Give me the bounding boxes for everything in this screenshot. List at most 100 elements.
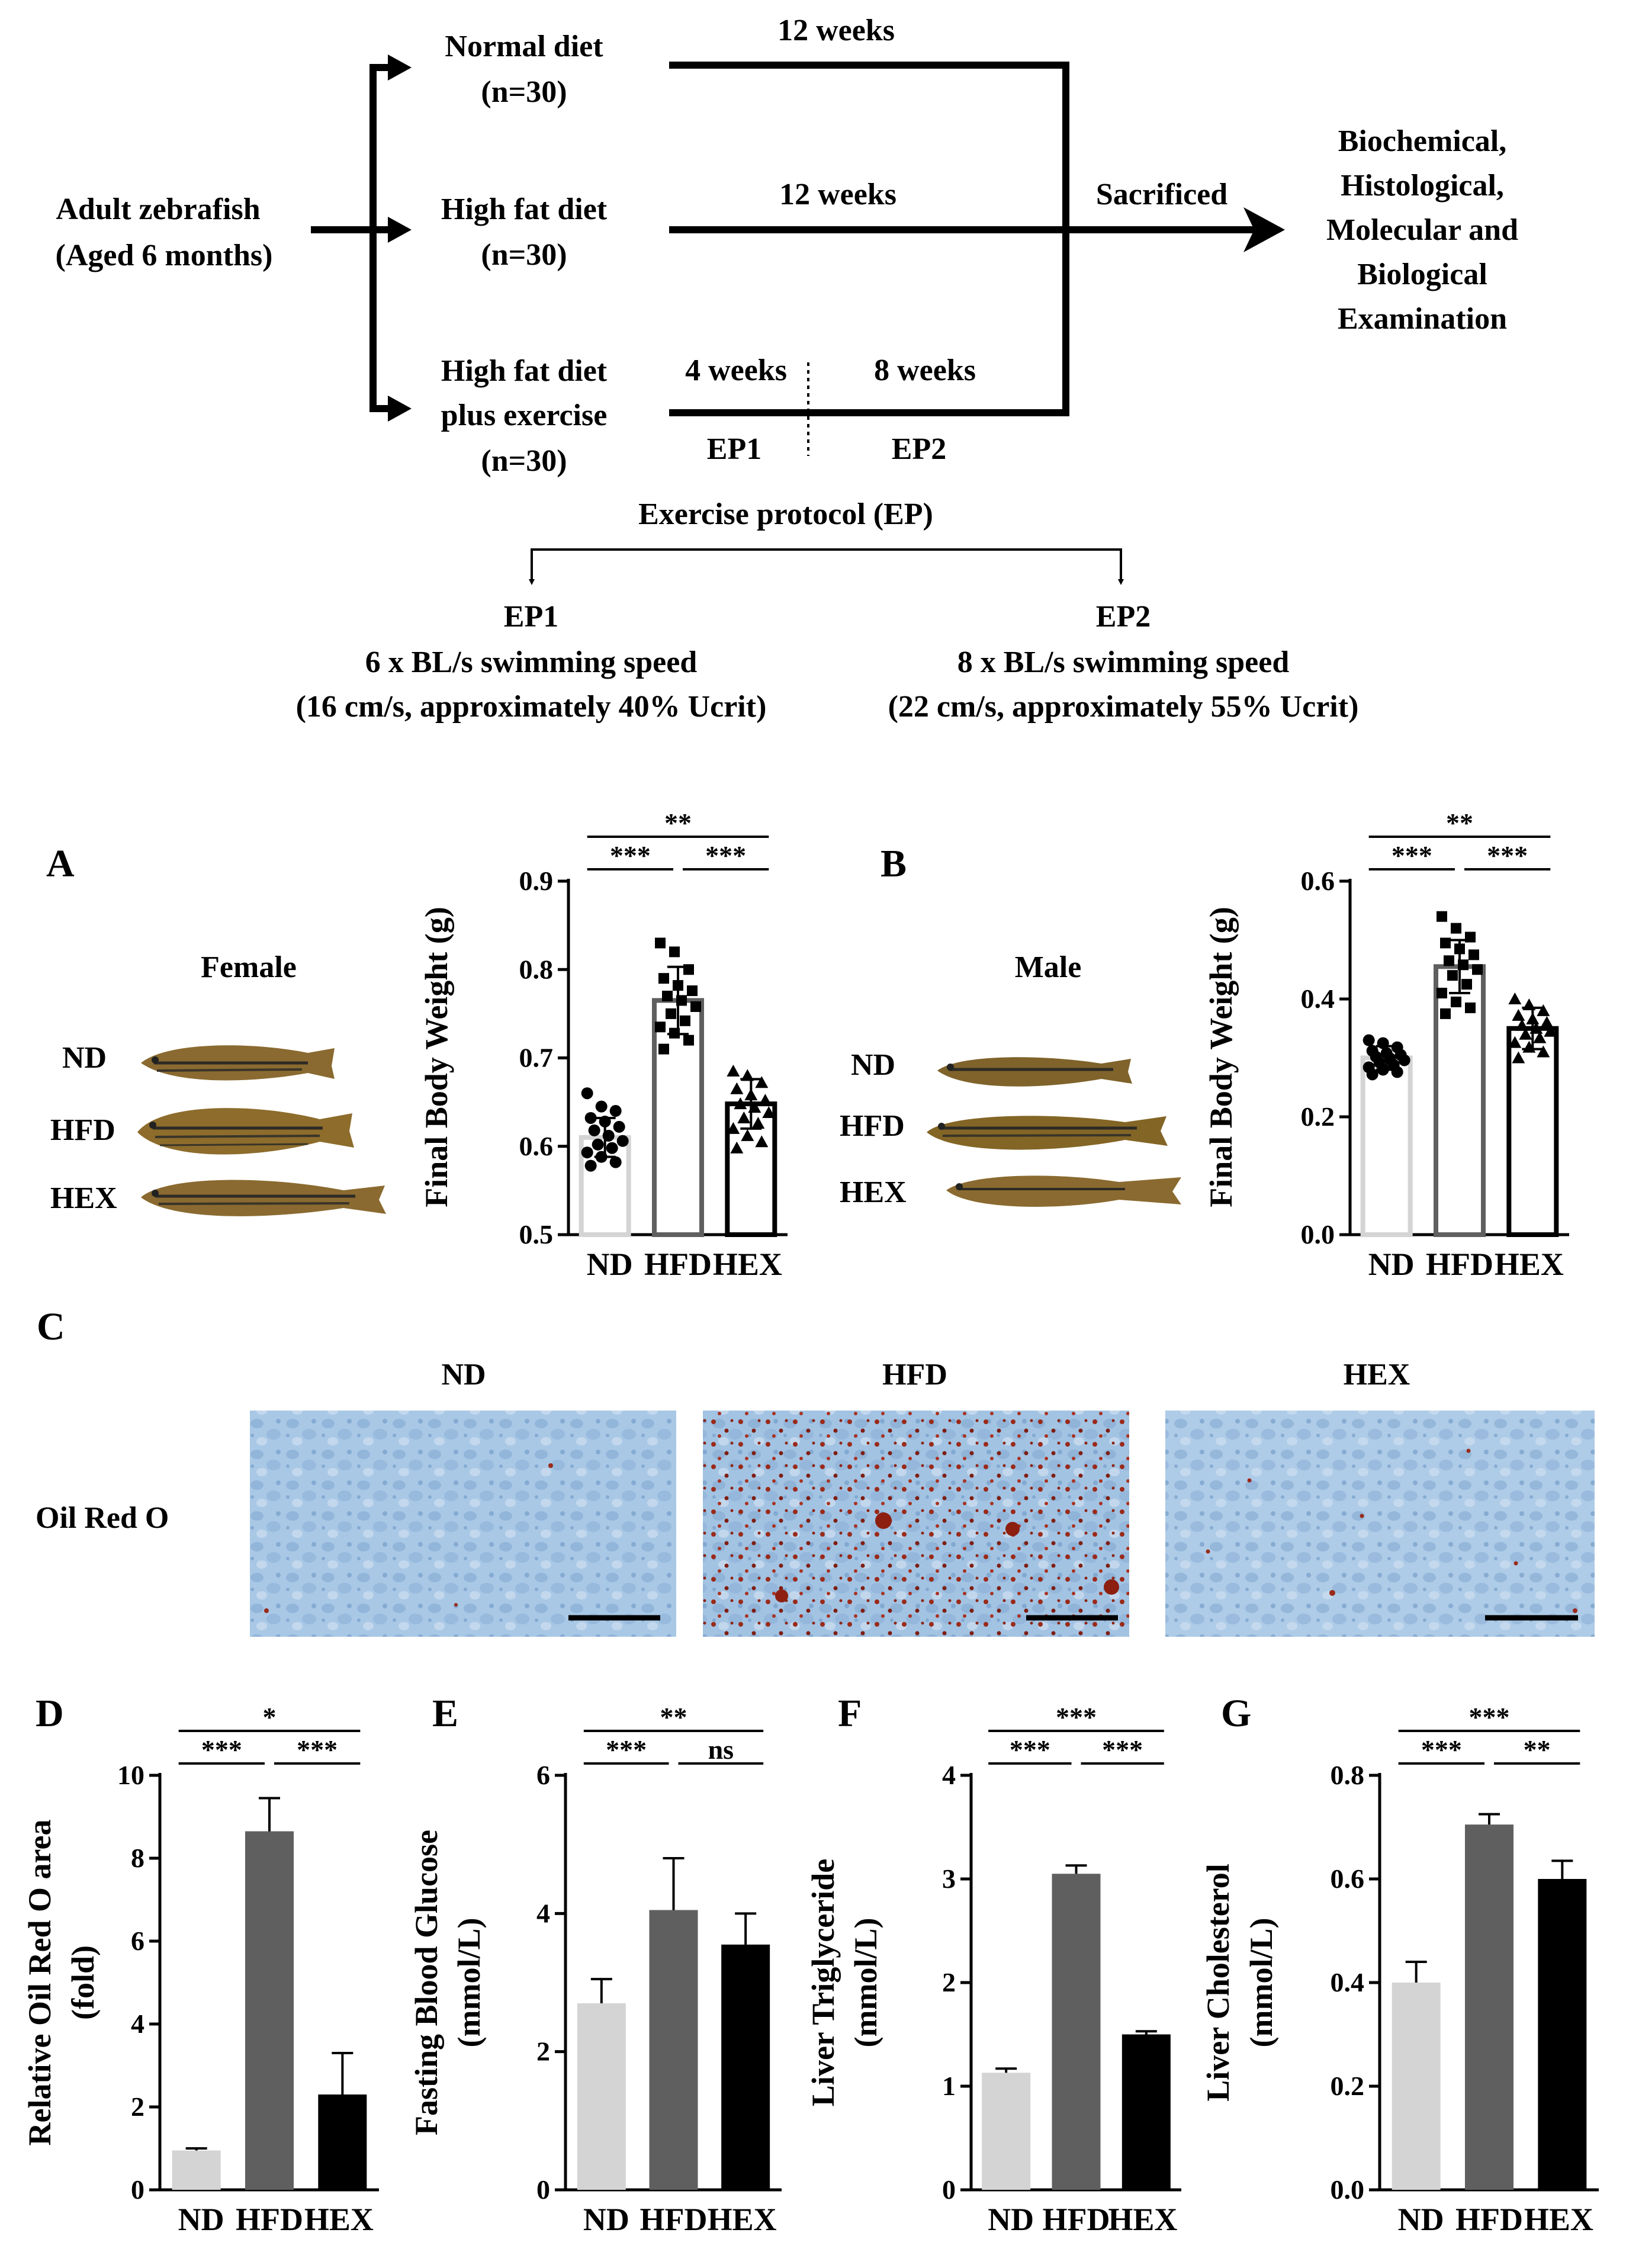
bar <box>649 1910 698 2190</box>
bar <box>577 2003 626 2190</box>
data-point <box>1437 988 1447 999</box>
outcome-line-4: Biological <box>1357 258 1487 291</box>
duration-nd: 12 weeks <box>777 14 895 47</box>
data-point <box>1465 1002 1476 1013</box>
fish-label-hfd-b: HFD <box>840 1109 905 1143</box>
y-tick-label: 0 <box>131 2174 144 2205</box>
data-point <box>755 1076 769 1088</box>
x-tick-label: ND <box>1398 2202 1444 2237</box>
sacrificed-label: Sacrificed <box>1096 178 1227 211</box>
data-point <box>609 1105 622 1117</box>
significance-label: *** <box>201 1734 242 1765</box>
duration-hfd: 12 weeks <box>779 178 896 211</box>
data-point <box>669 946 680 958</box>
x-tick-label: ND <box>178 2202 224 2237</box>
y-tick-label: 4 <box>942 1760 956 1790</box>
y-tick-label: 0.5 <box>519 1219 554 1249</box>
significance-label: ** <box>664 808 692 838</box>
branch-top-arrowhead <box>388 54 412 81</box>
data-point <box>755 1135 769 1148</box>
data-point <box>741 1129 754 1141</box>
fish-label-hex-b: HEX <box>840 1175 907 1209</box>
data-point <box>613 1120 625 1133</box>
x-tick-label: HEX <box>708 2202 777 2237</box>
data-point <box>1377 1037 1389 1049</box>
data-point <box>1519 1027 1532 1040</box>
outcome-line-5: Examination <box>1338 302 1507 336</box>
data-point <box>1447 970 1458 981</box>
x-tick-label: ND <box>587 1247 633 1282</box>
column-label-nd: ND <box>441 1358 486 1392</box>
x-tick-label: HEX <box>713 1247 782 1282</box>
significance-label: *** <box>1421 1734 1462 1765</box>
chart-a-female-body-weight: 0.5 0.6 0.7 0.8 0.9 Final Body Weight (g) ND HF… <box>419 808 788 1282</box>
data-point <box>602 1129 615 1142</box>
data-point <box>1391 1066 1403 1078</box>
female-label: Female <box>201 950 297 984</box>
data-point <box>1508 1036 1522 1048</box>
histology-image-nd <box>250 1411 676 1637</box>
y-tick-label: 0.8 <box>519 954 554 984</box>
duration-ep1: 4 weeks <box>685 354 787 387</box>
group-hfd-line-1: High fat diet <box>441 192 608 226</box>
x-tick-label: HFD <box>644 1247 712 1282</box>
significance-label: *** <box>1487 840 1528 870</box>
significance-label: *** <box>705 840 746 870</box>
data-point <box>1533 1031 1547 1043</box>
significance-label: *** <box>1056 1702 1097 1732</box>
data-point <box>1468 949 1479 960</box>
y-axis-title: (mmol/L) <box>848 1918 883 2048</box>
data-point <box>1437 911 1447 922</box>
y-tick-label: 2 <box>942 1967 956 1997</box>
bar <box>1360 1055 1413 1237</box>
panel-letter-c: C <box>37 1305 65 1348</box>
column-label-hfd: HFD <box>882 1358 947 1392</box>
outcome-line-1: Biochemical, <box>1338 124 1507 158</box>
histology-image-hfd <box>703 1411 1129 1637</box>
zebrafish-icon <box>141 1180 386 1216</box>
data-point <box>1540 1016 1554 1028</box>
data-point <box>662 991 673 1002</box>
data-point <box>727 1064 740 1077</box>
significance-label: ** <box>1446 808 1473 838</box>
data-point <box>616 1135 629 1147</box>
ep1-detail: (16 cm/s, approximately 40% Ucrit) <box>296 690 767 724</box>
data-point <box>730 1082 744 1094</box>
data-point <box>676 995 687 1006</box>
x-tick-label: HEX <box>304 2202 374 2237</box>
bar <box>318 2094 367 2190</box>
significance-label: *** <box>1392 840 1432 870</box>
y-tick-label: 3 <box>942 1864 956 1894</box>
data-point <box>1451 996 1461 1007</box>
x-tick-label: HFD <box>1043 2202 1110 2237</box>
data-point <box>655 1021 666 1033</box>
y-tick-label: 0.0 <box>1331 2174 1365 2205</box>
data-point <box>609 1156 622 1168</box>
data-point <box>1377 1064 1389 1076</box>
y-tick-label: 0.6 <box>1301 866 1335 896</box>
data-point <box>1512 1008 1525 1021</box>
panel-c: C Oil Red O ND HFD HEX <box>36 1305 1595 1637</box>
data-point <box>727 1122 740 1134</box>
zebrafish-icon <box>937 1057 1132 1087</box>
significance-label: * <box>263 1702 277 1732</box>
y-axis-title: Liver Cholesterol <box>1200 1864 1236 2101</box>
significance-label: *** <box>1469 1702 1510 1732</box>
significance-label: *** <box>610 840 651 870</box>
data-point <box>759 1094 772 1106</box>
zebrafish-icon <box>137 1108 354 1155</box>
y-tick-label: 0.7 <box>519 1043 554 1073</box>
data-point <box>1508 992 1522 1004</box>
x-tick-label: HEX <box>1108 2202 1177 2237</box>
data-point <box>1366 1068 1378 1081</box>
protocol-title: Exercise protocol (EP) <box>638 497 933 531</box>
data-point <box>1522 998 1536 1010</box>
y-axis-title: Final Body Weight (g) <box>1203 907 1239 1207</box>
x-tick-label: ND <box>988 2202 1034 2237</box>
data-point <box>1444 955 1454 966</box>
zebrafish-icon <box>946 1175 1181 1207</box>
branch-mid-arrowhead <box>388 217 412 243</box>
y-tick-label: 0.8 <box>1331 1760 1365 1790</box>
fish-label-hfd-a: HFD <box>50 1113 115 1147</box>
